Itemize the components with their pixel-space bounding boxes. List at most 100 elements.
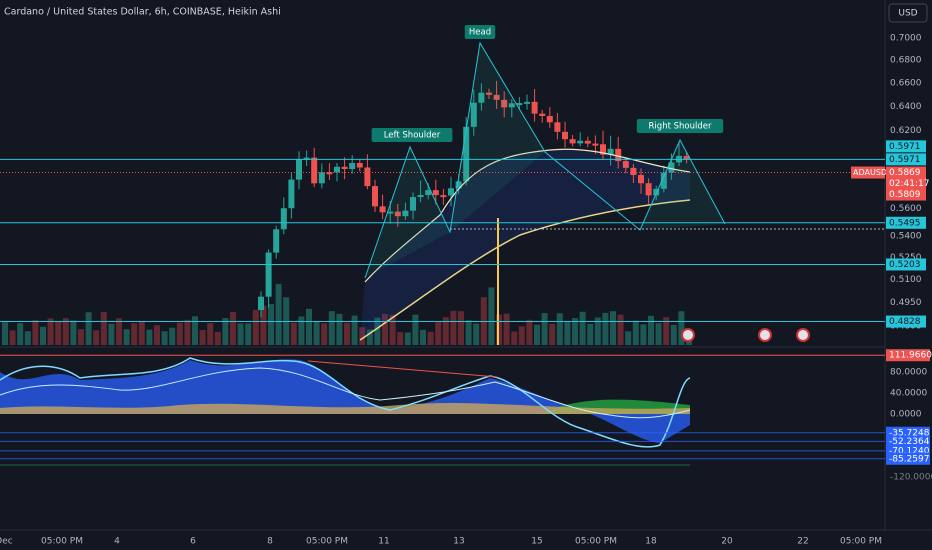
candle-body [394, 211, 401, 217]
candle-body [303, 157, 310, 160]
candle-body [273, 229, 280, 253]
time-tick-label: 05:00 PM [41, 537, 83, 547]
volume-bar [93, 330, 100, 345]
volume-bar [587, 323, 594, 345]
pattern-line [364, 41, 726, 279]
indicator-tick-label: 0.0000 [890, 410, 922, 420]
candle-body [615, 148, 622, 162]
time-tick-label: 22 [797, 537, 808, 547]
volume-bar [610, 311, 616, 345]
price-tag-bg [886, 140, 926, 153]
volume-bar [336, 313, 343, 345]
price-tag: 0.5203 [889, 260, 921, 270]
candle-body [356, 162, 363, 168]
volume-bar [146, 329, 153, 345]
candle-body [455, 181, 462, 189]
volume-bar [526, 319, 533, 345]
volume-bar [313, 322, 320, 345]
candle-body [607, 148, 614, 155]
volume-bar [214, 331, 221, 345]
pattern-fill [365, 147, 450, 278]
volume-bar [47, 318, 54, 345]
current-price-bg [886, 166, 926, 201]
price-tick-label: 0.6400 [890, 102, 922, 112]
event-icon[interactable] [758, 328, 772, 342]
volume-bar [138, 320, 145, 345]
candle-body [668, 162, 675, 173]
volume-bar [564, 322, 571, 345]
candle-body [311, 157, 318, 184]
time-tick-label: 6 [190, 537, 196, 547]
ma-line [364, 148, 691, 283]
divergence-line [307, 360, 498, 378]
indicator-tag-bg [886, 349, 930, 362]
price-tick-label: 0.5250 [890, 253, 922, 263]
volume-bar [184, 319, 191, 345]
pattern-label: Left Shoulder [384, 131, 441, 141]
candle-body [516, 103, 523, 106]
volume-bar [594, 317, 601, 345]
candle-body [417, 195, 424, 198]
volume-bar [374, 317, 381, 345]
indicator-tick-label: -120.0000 [890, 473, 932, 483]
volume-bar [306, 308, 312, 345]
volume-bar [237, 323, 244, 345]
volume-bar [230, 311, 236, 345]
volume-bar [24, 331, 31, 345]
volume-bar [169, 327, 176, 345]
volume-bar [655, 323, 662, 345]
event-icon[interactable] [681, 328, 695, 342]
price-tag-bg [886, 153, 926, 166]
volume-bar [382, 313, 388, 345]
pattern-fill [640, 140, 725, 230]
volume-bar [473, 323, 480, 345]
candle-body [463, 126, 470, 182]
price-tag-bg [886, 315, 926, 328]
volume-bar [579, 311, 586, 345]
volume-bar [511, 331, 518, 345]
volume-bar [488, 287, 495, 345]
volume-bar [161, 331, 168, 345]
volume-bar [62, 318, 69, 345]
price-tick-label: 0.7000 [890, 34, 922, 44]
candle-body [577, 140, 584, 144]
ma-ribbon [360, 149, 690, 340]
volume-bar [427, 331, 434, 345]
candle-body [622, 161, 629, 168]
volume-bar [2, 322, 8, 345]
candle-body [470, 102, 477, 127]
price-tick-label: 0.6200 [890, 126, 922, 136]
indicator-tag: 111.9660 [889, 351, 932, 361]
volume-bar [298, 316, 305, 345]
volume-bar [663, 317, 670, 345]
candle-body [402, 210, 409, 217]
volume-bar [617, 314, 624, 345]
candle-body [638, 175, 644, 184]
indicator-tag-bg [886, 452, 930, 465]
indicator-tag: -35.7248 [889, 428, 930, 438]
event-icon[interactable] [796, 328, 810, 342]
volume-bar [328, 311, 335, 345]
volume-bar [70, 320, 77, 345]
time-tick-label: 20 [721, 537, 733, 547]
pattern-fill [450, 43, 545, 232]
pattern-label: Right Shoulder [649, 122, 712, 132]
candle-body [440, 195, 447, 198]
countdown: 02:41:17 [889, 179, 929, 189]
time-tick-label: Dec [0, 537, 13, 547]
volume-bar [602, 312, 609, 345]
candle-body [288, 179, 295, 209]
candle-body [501, 99, 508, 108]
symbol-tag: ADAUSD [853, 168, 887, 177]
indicator-tag-bg [886, 435, 930, 448]
candle-body [653, 188, 660, 196]
price-tag-bg [886, 258, 926, 271]
candle-body [341, 166, 348, 170]
candle-body [326, 172, 333, 175]
volume-bar [321, 323, 328, 345]
pattern-label-bg [464, 25, 496, 39]
currency-button[interactable] [888, 3, 928, 23]
currency-label[interactable]: USD [898, 9, 917, 19]
candle-body [546, 116, 553, 123]
candle-body [432, 190, 439, 196]
